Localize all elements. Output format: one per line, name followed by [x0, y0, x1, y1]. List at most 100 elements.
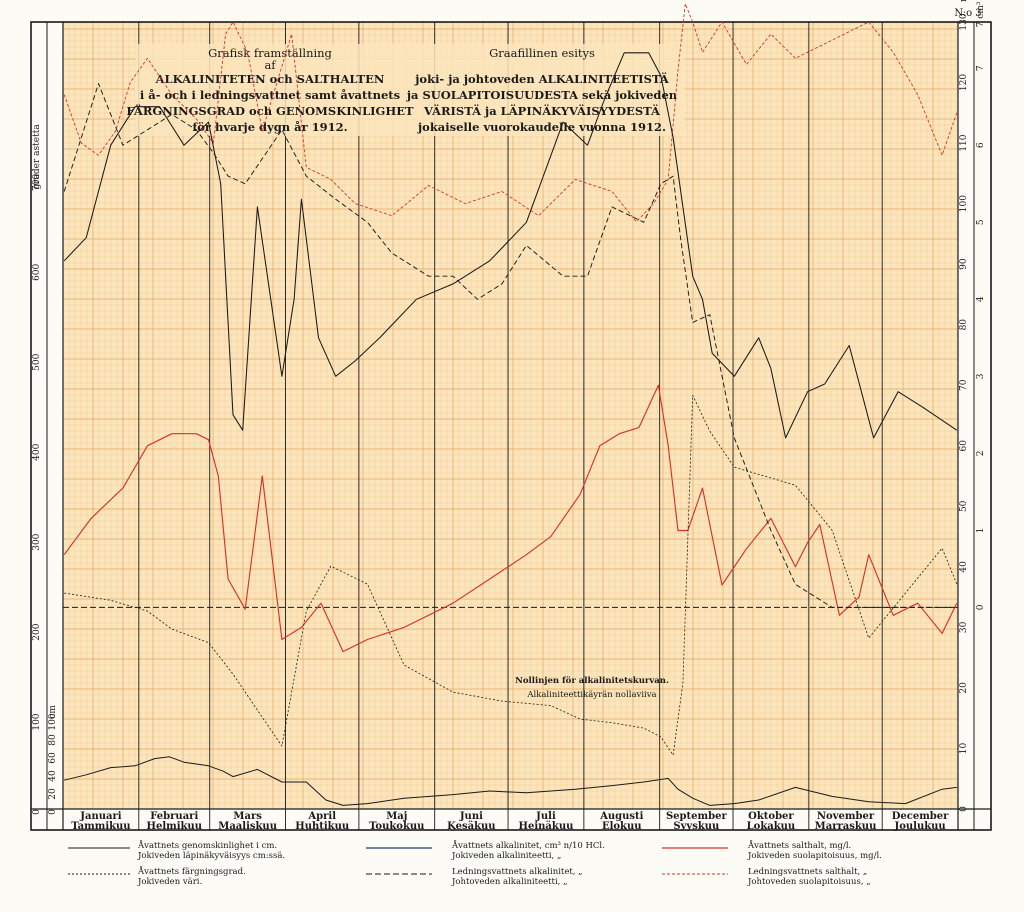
tick-salt-mgl: 80 — [959, 319, 969, 331]
month-divider-lines — [138, 22, 883, 830]
month-label-fi: Helmikuu — [147, 821, 202, 832]
legend-river-salt-sv: Åvattnets salthalt, mg/l. — [747, 839, 851, 851]
month-label-fi: Tammikuu — [71, 821, 130, 832]
axis-label-salt: mg/l — [959, 0, 969, 2]
header-fi-line2: joki- ja johtoveden ALKALINITEETISTÄ — [414, 72, 670, 86]
tick-transparency-cm: 80 — [48, 734, 58, 746]
header-sv-line2: af — [264, 58, 276, 72]
month-label-sv: December — [892, 811, 949, 822]
axis-label-color: grader astetta — [32, 124, 42, 190]
tick-alk-cm3: 6 — [976, 142, 986, 148]
tick-color-grader: 300 — [32, 533, 42, 550]
legend-color-fi: Jokiveden väri. — [137, 877, 202, 887]
graph-paper — [63, 22, 958, 809]
tick-salt-mgl: 20 — [959, 682, 969, 694]
month-label-sv: Juli — [535, 811, 556, 822]
month-label-sv: Augusti — [599, 811, 644, 822]
series-line-red-dashed — [63, 3, 958, 223]
tick-salt-mgl: 100 — [959, 195, 969, 212]
series-line-black-fine-dashed — [64, 394, 958, 756]
tick-color-grader: 600 — [32, 263, 42, 280]
legend: Åvattnets genomskinlighet i cm. Jokivede… — [68, 839, 882, 887]
legend-river-salt-fi: Jokiveden suolapitoisuus, mg/l. — [747, 851, 882, 861]
header-fi-line3: ja SUOLAPITOISUUDESTA sekä jokiveden — [406, 88, 678, 102]
tick-alk-cm3: 0 — [976, 604, 986, 610]
month-label-sv: Februari — [150, 811, 198, 822]
tick-transparency-cm: 40 — [48, 770, 58, 782]
tick-salt-mgl: 120 — [959, 74, 969, 91]
tick-alk-cm3: 2 — [976, 450, 986, 456]
tick-color-grader: 400 — [32, 443, 42, 460]
header-sv-line6: för hvarje dygn år 1912. — [192, 120, 347, 134]
tick-alk-cm3: 5 — [976, 219, 986, 225]
month-label-sv: Januari — [79, 811, 122, 822]
tick-salt-mgl: 70 — [959, 379, 969, 391]
tick-alk-cm3: 4 — [976, 296, 986, 302]
tick-salt-mgl: 10 — [959, 742, 969, 754]
month-label-fi: Heinäkuu — [519, 821, 574, 832]
header-sv-backdrop — [135, 44, 403, 136]
header-fi-backdrop — [400, 44, 685, 136]
month-label-fi: Maaliskuu — [218, 821, 277, 832]
axis-labels: 0100200300400500600700020406080100010203… — [32, 0, 986, 815]
plot-frame — [30, 21, 992, 831]
month-label-sv: Oktober — [748, 811, 794, 822]
axis-label-alk: 7 cm³ n/10 HCl. — [976, 0, 986, 27]
month-label-fi: Syyskuu — [673, 821, 719, 832]
legend-pipe-salt-fi: Johtoveden suolapitoisuus, „ — [747, 877, 871, 887]
month-label-sv: September — [666, 811, 727, 822]
month-label-fi: Joulukuu — [893, 821, 945, 832]
month-label-fi: Marraskuu — [815, 821, 877, 832]
zero-line-label-sv: Nollinjen för alkalinitetskurvan. — [515, 675, 669, 686]
tick-salt-mgl: 90 — [959, 258, 969, 270]
month-label-sv: November — [817, 811, 875, 822]
series-line-blue-solid — [63, 52, 958, 439]
tick-color-grader: 500 — [32, 353, 42, 370]
tick-salt-mgl: 40 — [959, 561, 969, 573]
header-fi-line4: VÄRISTÄ ja LÄPINÄKYVÄISYYDESTÄ — [423, 104, 661, 118]
legend-pipe-alk-fi: Johtoveden alkaliniteetti, „ — [451, 877, 567, 887]
header-sv-line5: FÄRGNINGSGRAD och GENOMSKINLIGHET — [126, 104, 414, 118]
tick-alk-cm3: 3 — [976, 373, 986, 379]
legend-river-alk-fi: Jokiveden alkaliniteetti, „ — [451, 851, 561, 861]
series-line-red-solid — [63, 384, 958, 653]
plate-number: N:o 3 — [954, 8, 981, 19]
tick-transparency-cm: 0 — [48, 809, 58, 815]
header-fi-line5: jokaiselle vuorokaudelle vuonna 1912. — [417, 120, 666, 134]
month-label-sv: April — [307, 811, 336, 822]
series-line-black-solid — [64, 756, 957, 806]
tick-color-grader: 100 — [32, 713, 42, 730]
month-label-fi: Lokakuu — [747, 821, 796, 832]
legend-pipe-alk-sv: Ledningsvattnets alkalinitet, „ — [452, 867, 583, 877]
month-label-fi: Toukokuu — [369, 821, 424, 832]
header-fi-line1: Graafillinen esitys — [489, 46, 595, 60]
month-label-sv: Maj — [386, 811, 407, 822]
tick-transparency-cm: 100 — [48, 713, 58, 730]
header-sv-line3: ALKALINITETEN och SALTHALTEN — [155, 72, 385, 86]
month-label-fi: Kesäkuu — [447, 821, 495, 832]
legend-color-sv: Åvattnets färgningsgrad. — [137, 865, 246, 877]
tick-salt-mgl: 110 — [959, 134, 969, 151]
tick-salt-mgl: 130 — [959, 13, 969, 30]
tick-transparency-cm: 60 — [48, 752, 58, 764]
tick-salt-mgl: 30 — [959, 621, 969, 633]
tick-transparency-cm: 20 — [48, 788, 58, 800]
header-sv-line1: Grafisk framställning — [208, 46, 332, 60]
month-label-sv: Juni — [459, 811, 483, 822]
tick-salt-mgl: 50 — [959, 500, 969, 512]
tick-alk-cm3: 7 — [976, 65, 986, 71]
tick-color-grader: 700 — [32, 174, 42, 191]
legend-pipe-salt-sv: Ledningsvattnets salthalt, „ — [748, 867, 867, 877]
header-sv-line4: i å- och i ledningsvattnet samt åvattnet… — [140, 88, 400, 102]
month-label-fi: Elokuu — [602, 821, 642, 832]
tick-color-grader: 200 — [32, 623, 42, 640]
tick-color-grader: 0 — [32, 809, 42, 815]
legend-transparency-fi: Jokiveden läpinäkyväisyys cm:ssä. — [137, 851, 285, 861]
tick-alk-cm3: 1 — [976, 528, 986, 534]
legend-river-alk-sv: Åvattnets alkalinitet, cm³ n/10 HCl. — [451, 839, 605, 851]
zero-line-label-fi: Alkaliniteettikäyrän nollaviiva — [526, 690, 656, 700]
series-layer — [63, 3, 958, 806]
tick-salt-mgl: 0 — [959, 806, 969, 812]
axis-label-transparency: cm — [48, 705, 58, 719]
